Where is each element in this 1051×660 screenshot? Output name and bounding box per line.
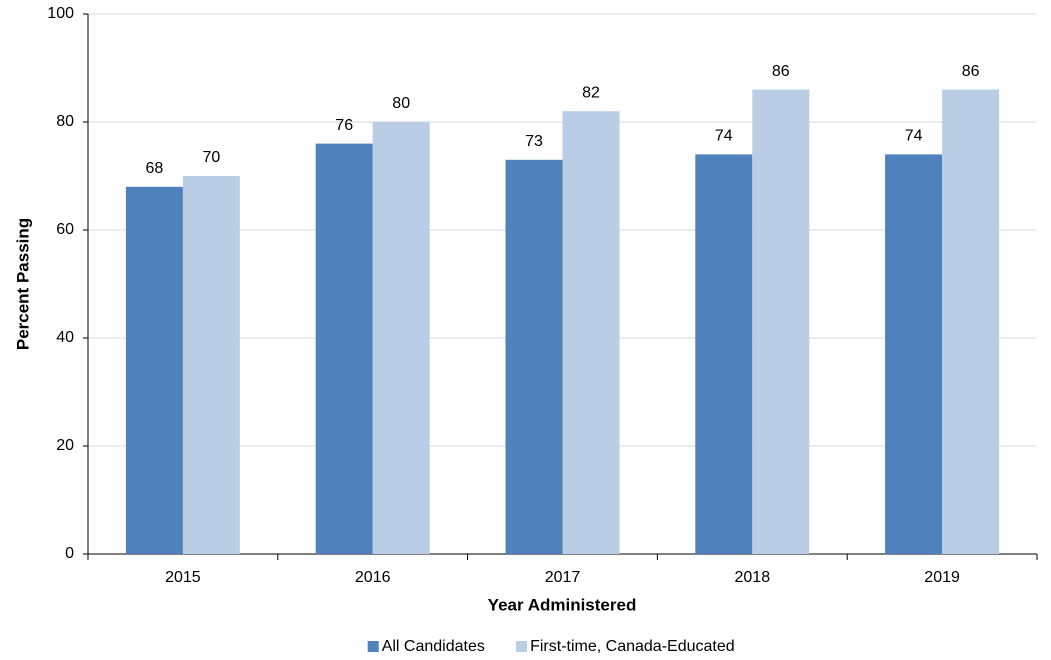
- y-tick-label: 80: [56, 113, 74, 130]
- y-tick-label: 40: [56, 329, 74, 346]
- y-tick-label: 0: [65, 545, 74, 562]
- y-axis-title: Percent Passing: [13, 218, 32, 350]
- x-tick-label: 2017: [545, 569, 581, 586]
- legend-swatch: [367, 641, 379, 652]
- x-tick-label: 2015: [165, 569, 201, 586]
- data-label: 76: [335, 117, 353, 134]
- bar: [315, 143, 373, 554]
- bar: [752, 89, 810, 554]
- data-label: 86: [962, 63, 980, 80]
- data-label: 73: [525, 133, 543, 150]
- bar: [182, 176, 240, 554]
- y-tick-label: 100: [47, 5, 74, 22]
- bar: [125, 186, 183, 555]
- bar: [695, 154, 753, 554]
- data-label: 86: [772, 63, 790, 80]
- data-label: 82: [582, 84, 600, 101]
- x-tick-label: 2019: [924, 569, 960, 586]
- bar: [372, 122, 430, 554]
- legend-label: First-time, Canada-Educated: [530, 638, 735, 655]
- x-tick-label: 2018: [735, 569, 771, 586]
- x-tick-label: 2016: [355, 569, 391, 586]
- bar: [942, 89, 1000, 554]
- data-label: 80: [392, 95, 410, 112]
- data-label: 74: [715, 128, 733, 145]
- y-tick-label: 60: [56, 221, 74, 238]
- bar: [562, 111, 620, 554]
- data-label: 68: [146, 160, 164, 177]
- x-axis-title: Year Administered: [488, 595, 637, 614]
- y-tick-label: 20: [56, 437, 74, 454]
- data-label: 74: [905, 128, 923, 145]
- bar: [505, 159, 563, 555]
- legend-swatch: [516, 641, 528, 652]
- data-label: 70: [203, 149, 221, 166]
- legend-label: All Candidates: [382, 638, 485, 655]
- bar: [885, 154, 943, 554]
